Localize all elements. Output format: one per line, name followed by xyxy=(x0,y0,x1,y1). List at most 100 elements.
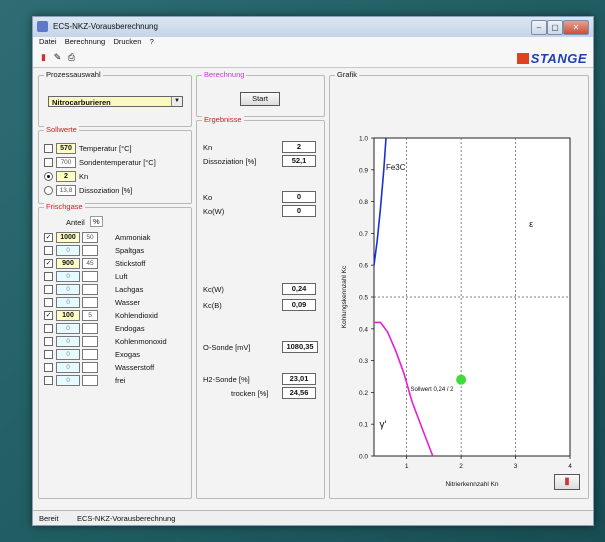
chart-exit-button[interactable]: ▮ xyxy=(554,474,580,490)
dissoziation-input[interactable]: 13,8 xyxy=(56,185,76,196)
gas-checkbox[interactable]: ✓ xyxy=(44,311,53,320)
status-right: ECS-NKZ-Vorausberechnung xyxy=(77,514,176,523)
region-label-epsilon: ε xyxy=(529,219,533,229)
series-line xyxy=(373,137,387,266)
result-osonde-label: O-Sonde [mV] xyxy=(203,343,251,352)
gas-amount-input[interactable]: 0 xyxy=(56,271,80,282)
result-h2sonde-value: 23,01 xyxy=(282,373,316,385)
gas-checkbox[interactable] xyxy=(44,324,53,333)
x-tick-label: 3 xyxy=(514,463,518,470)
kn-input[interactable]: 2 xyxy=(56,171,76,182)
menu-datei[interactable]: Datei xyxy=(39,37,57,46)
dissoziation-radio[interactable] xyxy=(44,186,53,195)
gas-pct-value xyxy=(82,375,98,386)
gas-pct-value xyxy=(82,271,98,282)
gas-checkbox[interactable] xyxy=(44,285,53,294)
gas-amount-input[interactable]: 0 xyxy=(56,362,80,373)
sondentemperatur-input[interactable]: 700 xyxy=(56,157,76,168)
gas-checkbox[interactable] xyxy=(44,376,53,385)
y-tick-label: 0.1 xyxy=(359,422,368,429)
start-button[interactable]: Start xyxy=(240,92,280,106)
gas-amount-input[interactable]: 0 xyxy=(56,245,80,256)
gas-amount-input[interactable]: 0 xyxy=(56,284,80,295)
gas-amount-input[interactable]: 0 xyxy=(56,323,80,334)
result-kn-value: 2 xyxy=(282,141,316,153)
result-ko-label: Ko xyxy=(203,193,213,202)
gas-name-label: Exogas xyxy=(115,350,141,359)
gas-pct-value xyxy=(82,336,98,347)
gas-pct-value xyxy=(82,284,98,295)
exit-icon[interactable]: ▮ xyxy=(41,52,46,62)
menu-berechnung[interactable]: Berechnung xyxy=(64,37,106,46)
result-ko-value: 0 xyxy=(282,191,316,203)
gas-checkbox[interactable] xyxy=(44,350,53,359)
gas-checkbox[interactable] xyxy=(44,272,53,281)
gas-pct-value xyxy=(82,362,98,373)
toolbar: ▮ ✎ ⎙ STANGE xyxy=(33,49,593,68)
gas-pct-value xyxy=(82,323,98,334)
minimize-button[interactable]: – xyxy=(531,20,547,35)
edit-icon[interactable]: ✎ xyxy=(53,52,62,62)
anteil-header: Anteil xyxy=(66,218,85,227)
result-kow-value: 0 xyxy=(282,205,316,217)
gas-checkbox[interactable] xyxy=(44,363,53,372)
result-trocken-value: 24,56 xyxy=(282,387,316,399)
result-kn-label: Kn xyxy=(203,143,213,152)
dissoziation-label: Dissoziation [%] xyxy=(79,186,133,195)
gas-name-label: Endogas xyxy=(115,324,145,333)
gas-name-label: Wasser xyxy=(115,298,141,307)
y-tick-label: 0.2 xyxy=(359,390,368,397)
maximize-button[interactable]: ▢ xyxy=(547,20,563,35)
process-select[interactable]: Nitrocarburieren ▼ xyxy=(48,96,183,107)
gas-checkbox[interactable] xyxy=(44,246,53,255)
gas-name-label: Lachgas xyxy=(115,285,144,294)
berechnung-label: Berechnung xyxy=(202,70,247,79)
menu-help[interactable]: ? xyxy=(149,37,154,46)
print-icon[interactable]: ⎙ xyxy=(67,52,76,62)
temperatur-input[interactable]: 570 xyxy=(56,143,76,154)
gas-amount-input[interactable]: 0 xyxy=(56,297,80,308)
gas-amount-input[interactable]: 1000 xyxy=(56,232,80,243)
x-tick-label: 1 xyxy=(405,463,409,470)
result-osonde-value: 1080,35 xyxy=(282,341,318,353)
gas-checkbox[interactable] xyxy=(44,337,53,346)
frischgase-label: Frischgase xyxy=(44,202,85,211)
gas-checkbox[interactable]: ✓ xyxy=(44,233,53,242)
x-tick-label: 4 xyxy=(568,463,572,470)
status-bar: Bereit ECS-NKZ-Vorausberechnung xyxy=(33,510,593,525)
app-window: ECS-NKZ-Vorausberechnung – ▢ ✕ Datei Ber… xyxy=(32,16,594,526)
gas-amount-input[interactable]: 900 xyxy=(56,258,80,269)
y-tick-label: 0.6 xyxy=(359,263,368,270)
gas-amount-input[interactable]: 0 xyxy=(56,349,80,360)
ergebnisse-panel: Ergebnisse Kn 2 Dissoziation [%] 52,1 Ko… xyxy=(196,115,325,499)
result-kcb-label: Kc(B) xyxy=(203,301,222,310)
temperatur-checkbox[interactable] xyxy=(44,144,53,153)
frischgase-panel: Frischgase Anteil % ✓ 1000 50 Ammoniak 0 Spal… xyxy=(38,202,192,499)
y-tick-label: 0.3 xyxy=(359,358,368,365)
region-label-gamma: γ' xyxy=(379,419,386,430)
gas-name-label: Kohlenmonoxid xyxy=(115,337,167,346)
app-icon xyxy=(37,21,48,32)
gas-pct-value: 5 xyxy=(82,310,98,321)
region-label-fe3c: Fe3C xyxy=(386,163,406,172)
kn-radio[interactable] xyxy=(44,172,53,181)
menu-drucken[interactable]: Drucken xyxy=(113,37,142,46)
gas-name-label: Spaltgas xyxy=(115,246,145,255)
pct-header: % xyxy=(90,216,103,227)
stange-logo: STANGE xyxy=(516,51,587,66)
gas-amount-input[interactable]: 100 xyxy=(56,310,80,321)
result-trocken-label: trocken [%] xyxy=(231,389,269,398)
gas-amount-input[interactable]: 0 xyxy=(56,336,80,347)
gas-checkbox[interactable] xyxy=(44,298,53,307)
gas-amount-input[interactable]: 0 xyxy=(56,375,80,386)
chevron-down-icon[interactable]: ▼ xyxy=(171,97,182,106)
gas-name-label: Stickstoff xyxy=(115,259,146,268)
gas-checkbox[interactable]: ✓ xyxy=(44,259,53,268)
y-tick-label: 0.5 xyxy=(359,295,368,302)
close-button[interactable]: ✕ xyxy=(563,20,589,35)
gas-pct-value: 45 xyxy=(82,258,98,269)
sondentemperatur-checkbox[interactable] xyxy=(44,158,53,167)
setpoint-marker xyxy=(456,374,467,385)
gas-name-label: Ammoniak xyxy=(115,233,151,242)
menu-bar: Datei Berechnung Drucken ? xyxy=(33,37,593,49)
